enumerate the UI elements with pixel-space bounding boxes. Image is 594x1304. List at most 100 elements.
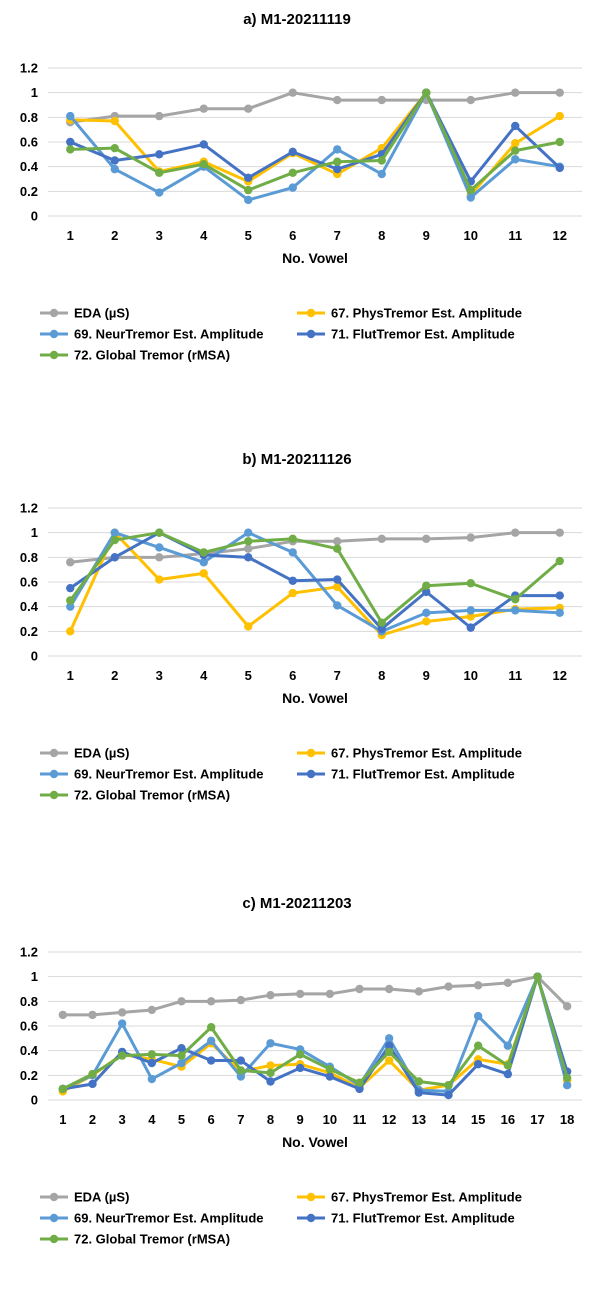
data-point-phys-tremor <box>555 111 564 121</box>
data-point-eda <box>555 528 564 537</box>
data-point-eda <box>155 111 164 121</box>
x-tick-label: 4 <box>148 1112 156 1127</box>
data-point-flut-tremor <box>444 1090 453 1100</box>
data-point-neur-tremor <box>384 1034 394 1043</box>
data-point-eda <box>503 978 513 988</box>
data-point-flut-tremor <box>66 583 75 593</box>
y-tick-label: 0.4 <box>20 1043 39 1058</box>
legend-point-marker <box>306 329 316 339</box>
x-tick-label: 6 <box>289 228 296 243</box>
data-point-neur-tremor <box>333 601 342 610</box>
series-line-phys-tremor <box>68 91 562 197</box>
legend-point-marker <box>306 1213 316 1223</box>
data-point-flut-tremor <box>244 173 253 182</box>
x-tick-label: 3 <box>119 1112 126 1127</box>
data-point-neur-tremor <box>422 608 431 618</box>
data-point-global-tremor <box>295 1050 305 1059</box>
x-tick-label: 12 <box>382 1112 396 1127</box>
data-point-global-tremor <box>117 1051 127 1060</box>
x-tick-label: 6 <box>208 1112 215 1127</box>
data-point-phys-tremor <box>466 612 475 621</box>
y-tick-label: 1.2 <box>20 501 38 516</box>
data-point-flut-tremor <box>110 553 119 562</box>
data-point-flut-tremor <box>422 587 431 597</box>
legend-point-marker <box>49 308 59 318</box>
data-point-global-tremor <box>236 1066 246 1075</box>
data-point-eda <box>511 88 520 97</box>
data-point-eda <box>117 1008 127 1017</box>
series-line-global-tremor <box>68 531 562 625</box>
series-flut-tremor <box>66 88 564 186</box>
y-tick-label: 1.2 <box>20 945 38 960</box>
data-point-eda <box>147 1005 157 1015</box>
x-tick-label: 3 <box>156 228 163 243</box>
data-point-eda <box>384 984 394 994</box>
data-point-phys-tremor <box>66 627 75 636</box>
legend-label: 69. NeurTremor Est. Amplitude <box>74 327 264 342</box>
legend-point-marker <box>49 1213 59 1223</box>
data-point-global-tremor <box>206 1023 216 1032</box>
legend-item-phys-tremor: 67. PhysTremor Est. Amplitude <box>297 1190 522 1205</box>
data-point-flut-tremor <box>295 1063 305 1073</box>
data-point-flut-tremor <box>511 121 520 131</box>
x-tick-label: 4 <box>200 228 208 243</box>
legend-point-marker <box>49 748 59 758</box>
data-point-flut-tremor <box>66 137 75 147</box>
series-line-eda <box>61 975 569 1017</box>
y-tick-label: 0.8 <box>20 550 38 565</box>
data-point-global-tremor <box>377 156 386 165</box>
data-point-global-tremor <box>355 1078 364 1087</box>
series-eda <box>66 88 564 127</box>
x-tick-label: 10 <box>323 1112 337 1127</box>
data-point-phys-tremor <box>110 116 119 126</box>
data-point-flut-tremor <box>333 164 342 174</box>
series-global-tremor <box>58 972 572 1094</box>
x-tick-label: 10 <box>464 668 478 683</box>
x-tick-label: 16 <box>501 1112 515 1127</box>
x-axis-label: No. Vowel <box>282 690 348 706</box>
x-tick-label: 5 <box>178 1112 185 1127</box>
legend-label: 67. PhysTremor Est. Amplitude <box>331 1190 522 1205</box>
data-point-eda <box>288 88 297 97</box>
data-point-phys-tremor <box>288 588 297 598</box>
data-point-neur-tremor <box>555 608 564 618</box>
data-point-global-tremor <box>511 146 520 155</box>
legend-label: EDA (µS) <box>74 306 129 321</box>
data-point-eda <box>333 95 342 105</box>
data-point-flut-tremor <box>266 1077 275 1086</box>
series-line-global-tremor <box>61 975 569 1091</box>
series-neur-tremor <box>58 972 572 1096</box>
legend: EDA (µS) 67. PhysTremor Est. Amplitude 69.… <box>40 306 522 363</box>
y-tick-label: 1 <box>31 85 38 100</box>
data-point-global-tremor <box>66 145 75 154</box>
data-point-neur-tremor <box>199 558 208 567</box>
legend-item-phys-tremor: 67. PhysTremor Est. Amplitude <box>297 746 522 761</box>
legend-point-marker <box>49 1192 59 1202</box>
data-point-neur-tremor <box>110 164 119 174</box>
data-point-flut-tremor <box>377 624 386 634</box>
legend-point-marker <box>49 350 59 360</box>
x-tick-label: 11 <box>508 668 522 683</box>
data-point-global-tremor <box>511 595 520 604</box>
data-point-eda <box>244 544 253 553</box>
data-point-eda <box>206 997 216 1006</box>
legend-label: EDA (µS) <box>74 1190 129 1205</box>
data-point-eda <box>466 95 475 105</box>
legend-label: 72. Global Tremor (rMSA) <box>74 788 230 803</box>
legend-label: 71. FlutTremor Est. Amplitude <box>331 767 515 782</box>
data-point-eda <box>444 982 453 991</box>
series-line-flut-tremor <box>68 531 562 631</box>
data-point-neur-tremor <box>473 1011 483 1021</box>
legend-item-eda: EDA (µS) <box>40 306 129 321</box>
legend-item-global-tremor: 72. Global Tremor (rMSA) <box>40 1232 230 1247</box>
x-tick-label: 7 <box>237 1112 244 1127</box>
x-tick-label: 12 <box>553 228 567 243</box>
legend-item-global-tremor: 72. Global Tremor (rMSA) <box>40 788 230 803</box>
data-point-flut-tremor <box>155 150 164 159</box>
data-point-neur-tremor <box>155 188 164 197</box>
data-point-global-tremor <box>110 143 119 153</box>
y-tick-label: 1 <box>31 525 38 540</box>
legend-item-global-tremor: 72. Global Tremor (rMSA) <box>40 348 230 363</box>
